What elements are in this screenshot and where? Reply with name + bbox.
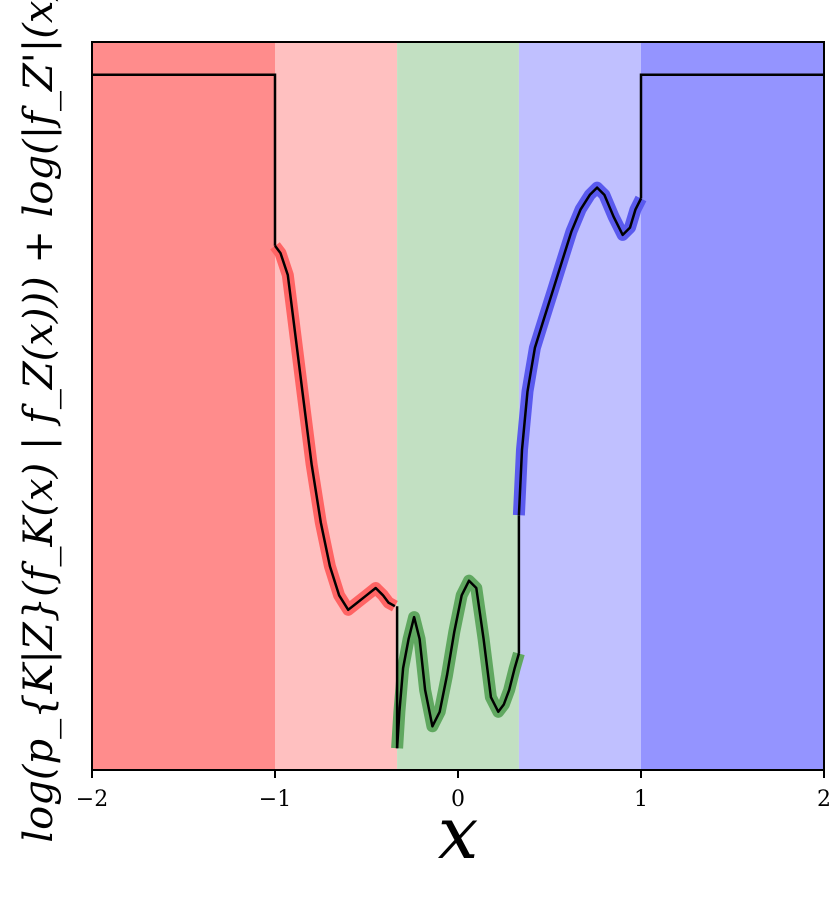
x-axis-ticks: −2 −1 0 1 2 <box>76 770 831 812</box>
black-line <box>92 73 824 749</box>
black-step-1 <box>92 73 277 246</box>
y-axis-label: log(p_{K|Z}(f_K(x) | f_Z(x))) + log(|f_Z… <box>16 0 62 843</box>
x-axis-label: x <box>438 791 479 875</box>
x-tick-label: 0 <box>451 787 465 812</box>
black-curve-1 <box>274 245 396 612</box>
x-tick-label: −2 <box>76 787 108 812</box>
region-band-5 <box>641 42 824 770</box>
black-step-4 <box>639 73 824 199</box>
region-band-4 <box>518 42 641 770</box>
region-band-1 <box>92 42 275 770</box>
region-band-2 <box>275 42 398 770</box>
black-curve-3 <box>517 186 643 516</box>
x-tick-label: 2 <box>817 787 831 812</box>
x-tick-label: −1 <box>259 787 291 812</box>
x-tick-label: 1 <box>634 787 648 812</box>
background-regions <box>92 42 824 770</box>
black-curve-2 <box>395 579 521 749</box>
region-band-3 <box>397 42 519 770</box>
